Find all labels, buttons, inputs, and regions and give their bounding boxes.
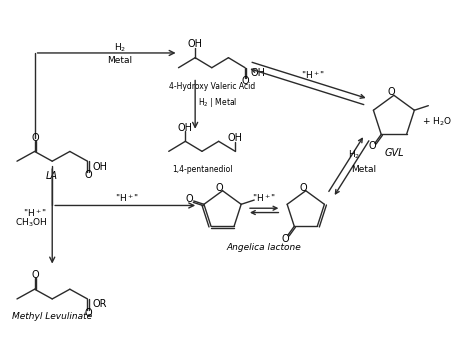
Text: O: O	[387, 87, 395, 97]
Text: GVL: GVL	[384, 148, 404, 158]
Text: H$_2$ | Metal: H$_2$ | Metal	[198, 95, 237, 109]
Text: CH$_3$OH: CH$_3$OH	[15, 217, 47, 229]
Text: "H$^+$": "H$^+$"	[23, 207, 47, 219]
Text: O: O	[31, 270, 39, 280]
Text: O: O	[84, 171, 92, 181]
Text: "H$^+$": "H$^+$"	[116, 193, 140, 204]
Text: OH: OH	[93, 162, 108, 172]
Text: O: O	[185, 194, 193, 204]
Text: + H$_2$O: + H$_2$O	[422, 116, 452, 128]
Text: H$_2$: H$_2$	[114, 42, 126, 54]
Text: "H$^+$": "H$^+$"	[301, 70, 325, 81]
Text: H$_2$: H$_2$	[347, 148, 360, 161]
Text: OH: OH	[178, 123, 193, 133]
Text: O: O	[242, 76, 249, 86]
Text: LA: LA	[46, 171, 58, 181]
Text: Metal: Metal	[107, 56, 132, 65]
Text: Methyl Levulinate: Methyl Levulinate	[12, 312, 92, 321]
Text: Angelica lactone: Angelica lactone	[227, 243, 301, 252]
Text: OR: OR	[93, 299, 107, 309]
Text: OH: OH	[250, 67, 265, 78]
Text: O: O	[84, 308, 92, 318]
Text: O: O	[31, 133, 39, 143]
Text: 4-Hydroxy Valeric Acid: 4-Hydroxy Valeric Acid	[169, 82, 255, 91]
Text: O: O	[369, 142, 376, 151]
Text: O: O	[299, 183, 307, 193]
Text: OH: OH	[188, 39, 203, 49]
Text: 1,4-pentanediol: 1,4-pentanediol	[172, 165, 232, 174]
Text: O: O	[281, 234, 289, 244]
Text: "H$^+$": "H$^+$"	[252, 193, 276, 204]
Text: OH: OH	[228, 133, 243, 143]
Text: Metal: Metal	[351, 165, 376, 174]
Text: O: O	[216, 183, 223, 193]
